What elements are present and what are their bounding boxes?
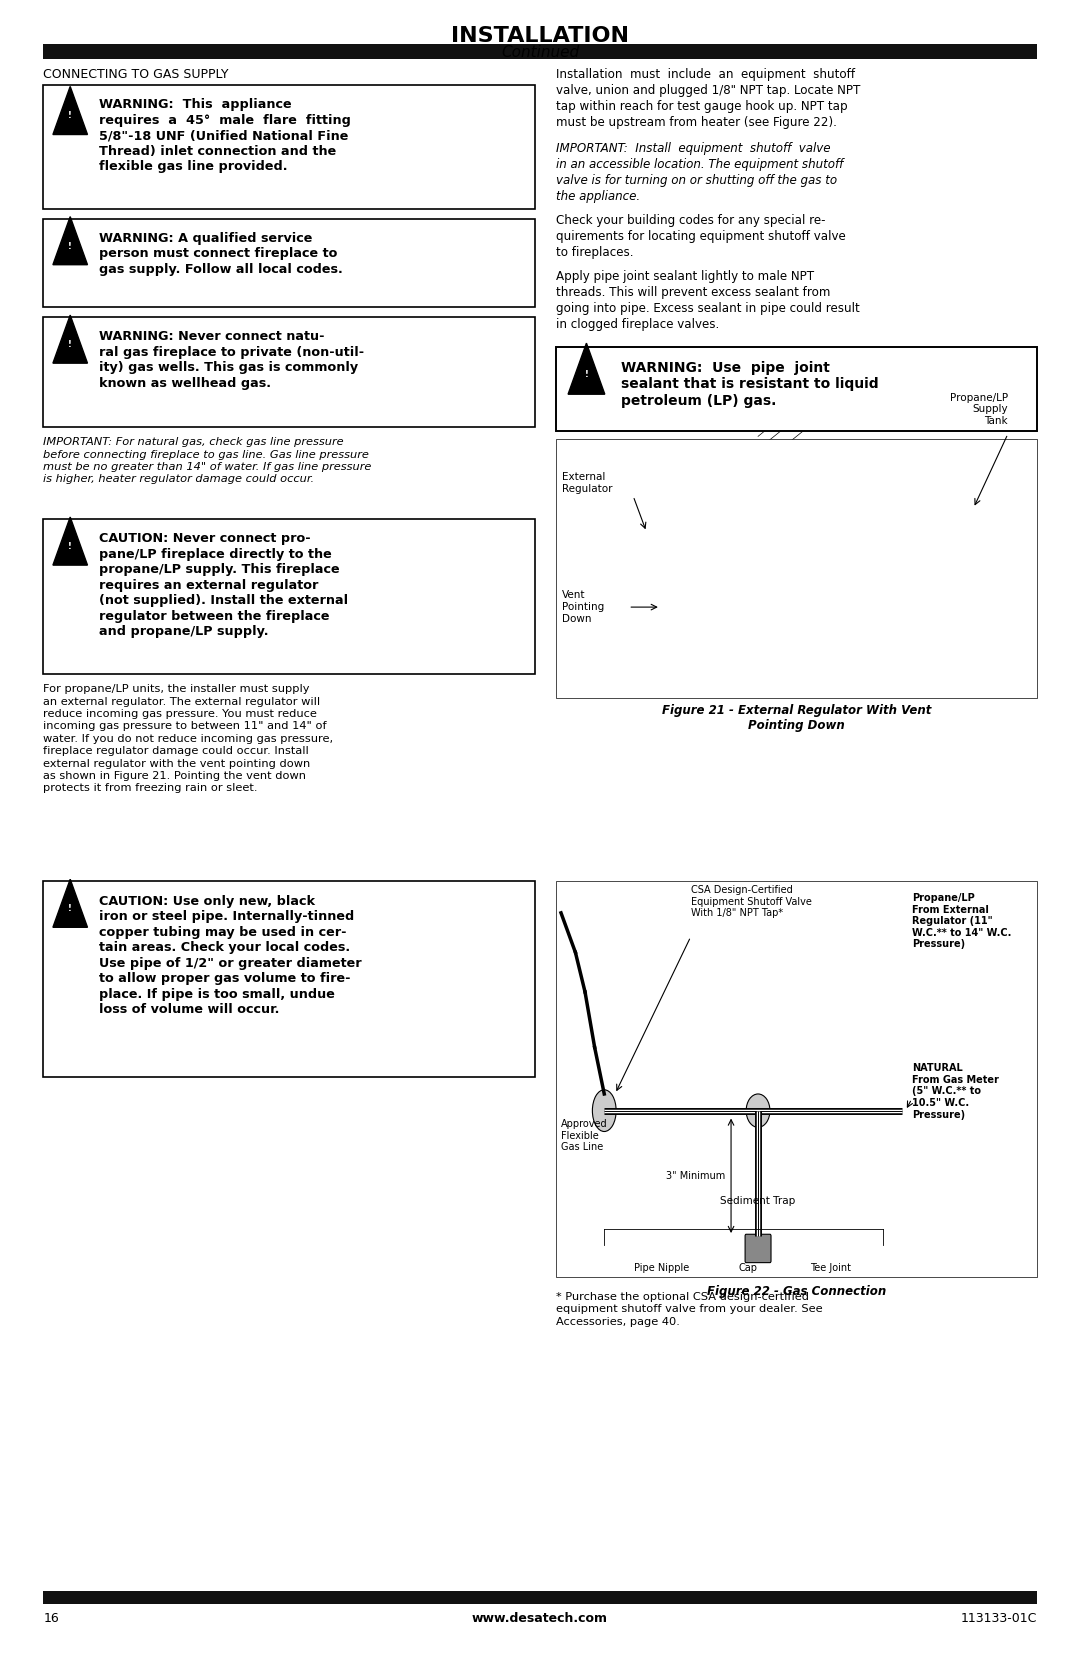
Text: Tee Joint: Tee Joint [810, 1263, 851, 1273]
Text: 3" Minimum: 3" Minimum [666, 1170, 726, 1180]
Text: External
Regulator: External Regulator [562, 472, 612, 494]
Text: Check your building codes for any special re-
quirements for locating equipment : Check your building codes for any specia… [556, 214, 846, 259]
FancyBboxPatch shape [556, 439, 1037, 698]
Text: Pipe Nipple: Pipe Nipple [634, 1263, 689, 1273]
FancyBboxPatch shape [942, 451, 959, 481]
Text: IMPORTANT: For natural gas, check gas line pressure
before connecting fireplace : IMPORTANT: For natural gas, check gas li… [43, 437, 372, 484]
FancyBboxPatch shape [43, 317, 535, 427]
FancyBboxPatch shape [43, 219, 535, 307]
Text: CAUTION: Use only new, black
iron or steel pipe. Internally-tinned
copper tubing: CAUTION: Use only new, black iron or ste… [99, 895, 362, 1016]
Text: WARNING: A qualified service
person must connect fireplace to
gas supply. Follow: WARNING: A qualified service person must… [99, 232, 343, 275]
Polygon shape [53, 217, 87, 265]
Polygon shape [53, 315, 87, 364]
Text: Vent
Pointing
Down: Vent Pointing Down [562, 591, 604, 624]
Text: Propane/LP
Supply
Tank: Propane/LP Supply Tank [949, 392, 1008, 426]
Text: !: ! [68, 112, 72, 120]
Text: Continued: Continued [501, 45, 579, 60]
Text: !: ! [584, 371, 589, 379]
FancyBboxPatch shape [43, 881, 535, 1077]
FancyBboxPatch shape [666, 569, 677, 646]
Text: CONNECTING TO GAS SUPPLY: CONNECTING TO GAS SUPPLY [43, 67, 229, 80]
FancyBboxPatch shape [43, 519, 535, 674]
Text: www.desatech.com: www.desatech.com [472, 1612, 608, 1626]
Polygon shape [568, 344, 605, 394]
FancyBboxPatch shape [758, 444, 806, 693]
Text: !: ! [68, 340, 72, 349]
Text: CAUTION: Never connect pro-
pane/LP fireplace directly to the
propane/LP supply.: CAUTION: Never connect pro- pane/LP fire… [99, 532, 349, 639]
Polygon shape [53, 880, 87, 928]
Text: !: ! [68, 905, 72, 913]
FancyBboxPatch shape [745, 1235, 771, 1263]
Text: IMPORTANT:  Install  equipment  shutoff  valve
in an accessible location. The eq: IMPORTANT: Install equipment shutoff val… [556, 142, 843, 204]
Text: Figure 21 - External Regulator With Vent
Pointing Down: Figure 21 - External Regulator With Vent… [662, 704, 931, 733]
Text: Figure 22 - Gas Connection: Figure 22 - Gas Connection [707, 1285, 886, 1298]
Text: INSTALLATION: INSTALLATION [451, 27, 629, 45]
Text: !: ! [68, 242, 72, 250]
FancyBboxPatch shape [43, 1591, 1037, 1604]
Text: NATURAL
From Gas Meter
(5" W.C.** to
10.5" W.C.
Pressure): NATURAL From Gas Meter (5" W.C.** to 10.… [912, 1063, 999, 1120]
Text: CSA Design-Certified
Equipment Shutoff Valve
With 1/8" NPT Tap*: CSA Design-Certified Equipment Shutoff V… [691, 885, 812, 918]
Ellipse shape [640, 517, 703, 569]
FancyBboxPatch shape [43, 43, 1037, 58]
Text: 113133-01C: 113133-01C [960, 1612, 1037, 1626]
Text: Sediment Trap: Sediment Trap [720, 1195, 796, 1205]
Text: !: ! [68, 542, 72, 551]
Text: WARNING: Never connect natu-
ral gas fireplace to private (non-util-
ity) gas we: WARNING: Never connect natu- ral gas fir… [99, 330, 364, 391]
Text: Propane/LP
From External
Regulator (11"
W.C.** to 14" W.C.
Pressure): Propane/LP From External Regulator (11" … [912, 893, 1011, 950]
FancyBboxPatch shape [43, 85, 535, 209]
Text: Apply pipe joint sealant lightly to male NPT
threads. This will prevent excess s: Apply pipe joint sealant lightly to male… [556, 270, 860, 332]
FancyBboxPatch shape [556, 439, 1037, 698]
FancyBboxPatch shape [556, 881, 1037, 1277]
Polygon shape [53, 517, 87, 566]
Text: Installation  must  include  an  equipment  shutoff
valve, union and plugged 1/8: Installation must include an equipment s… [556, 67, 861, 129]
Ellipse shape [912, 466, 989, 494]
Text: For propane/LP units, the installer must supply
an external regulator. The exter: For propane/LP units, the installer must… [43, 684, 334, 793]
Text: WARNING:  Use  pipe  joint
sealant that is resistant to liquid
petroleum (LP) ga: WARNING: Use pipe joint sealant that is … [621, 361, 879, 407]
Ellipse shape [656, 529, 687, 556]
Polygon shape [53, 87, 87, 135]
Text: Cap: Cap [739, 1263, 758, 1273]
FancyBboxPatch shape [908, 476, 991, 671]
Text: WARNING:  This  appliance
requires  a  45°  male  flare  fitting
5/8"-18 UNF (Un: WARNING: This appliance requires a 45° m… [99, 98, 351, 174]
Text: 16: 16 [43, 1612, 59, 1626]
Text: Approved
Flexible
Gas Line: Approved Flexible Gas Line [561, 1118, 608, 1152]
FancyBboxPatch shape [556, 347, 1037, 431]
Text: * Purchase the optional CSA design-certified
equipment shutoff valve from your d: * Purchase the optional CSA design-certi… [556, 1292, 823, 1327]
Ellipse shape [592, 1090, 616, 1132]
Ellipse shape [746, 1093, 770, 1127]
